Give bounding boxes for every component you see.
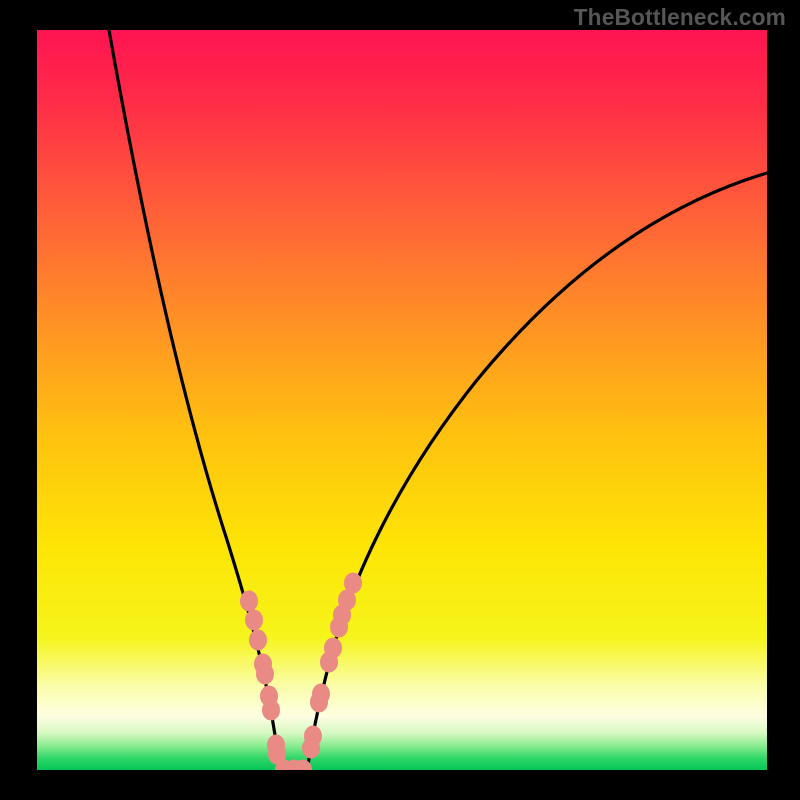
data-marker xyxy=(305,726,322,746)
data-marker xyxy=(313,684,330,704)
bottleneck-curve-plot xyxy=(37,30,767,770)
data-marker xyxy=(257,664,274,684)
data-marker xyxy=(241,591,258,611)
data-marker xyxy=(345,573,362,593)
data-marker xyxy=(250,630,267,650)
data-marker xyxy=(246,610,263,630)
chart-frame: TheBottleneck.com xyxy=(0,0,800,800)
data-marker xyxy=(263,700,280,720)
watermark-text: TheBottleneck.com xyxy=(574,4,786,31)
gradient-background xyxy=(37,30,767,770)
data-marker xyxy=(325,638,342,658)
